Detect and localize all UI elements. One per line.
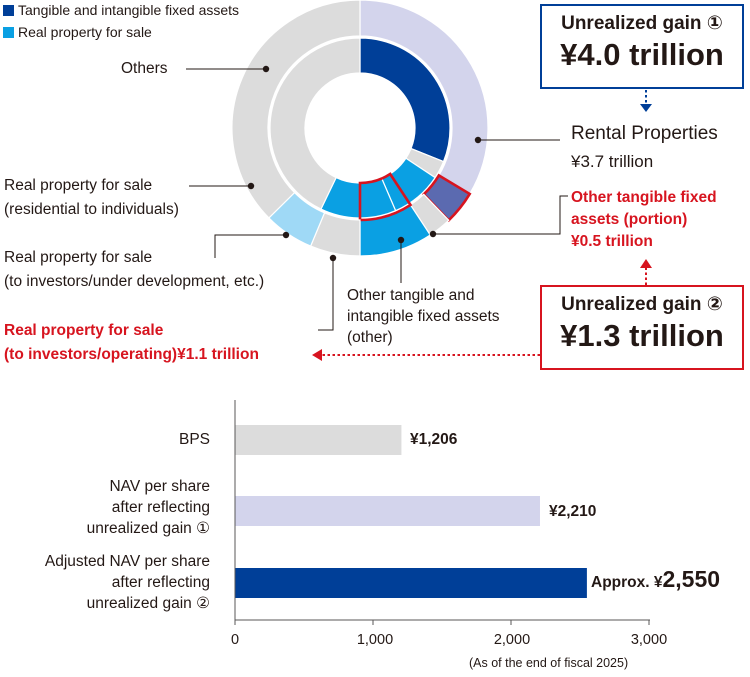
leader-lines	[186, 65, 568, 331]
arrow-gain1	[640, 90, 652, 112]
legend-swatch-light-blue	[3, 27, 14, 38]
label-others: Others	[121, 60, 168, 77]
gain2-value: ¥1.3 trillion	[560, 318, 724, 353]
bar-value-prefix: Approx. ¥	[591, 574, 663, 591]
bar-2	[235, 568, 587, 598]
legend-label: Real property for sale	[18, 24, 152, 40]
label-other-tia-l3: (other)	[347, 329, 393, 346]
leader-dot-other-tangible	[429, 230, 437, 238]
bar-category-line: NAV per share	[109, 478, 210, 495]
bar-category-line: after reflecting	[111, 574, 210, 591]
label-rps-resid-l2: (residential to individuals)	[4, 201, 179, 218]
bar-0	[235, 425, 402, 455]
bar-1	[235, 496, 540, 526]
as-of-note: (As of the end of fiscal 2025)	[469, 656, 629, 670]
bar-category-line: Adjusted NAV per share	[44, 553, 210, 570]
bar-value-nav: ¥2,210	[549, 503, 597, 520]
x-tick-label: 1,000	[356, 632, 394, 648]
x-tick-label: 0	[230, 632, 240, 648]
label-rental-value: ¥3.7 trillion	[571, 152, 654, 171]
label-rental-title: Rental Properties	[571, 123, 718, 144]
bar-value-bps: ¥1,206	[410, 431, 458, 448]
legend-swatch-dark-blue	[3, 5, 14, 16]
bar-category-line: BPS	[178, 431, 210, 448]
donut-slice-inner-4	[269, 37, 361, 210]
donut-slice-outer-6	[231, 0, 361, 219]
legend-label: Tangible and intangible fixed assets	[18, 2, 240, 18]
bar-category-line: unrealized gain ①	[86, 520, 210, 537]
gain1-title: Unrealized gain ①	[561, 13, 723, 34]
leader-other-tangible	[433, 195, 568, 235]
label-rps-inv-l2: (to investors/under development, etc.)	[4, 273, 265, 290]
bar-chart	[234, 400, 650, 625]
legend-item-real-property: Real property for sale	[3, 24, 152, 40]
gain1-value: ¥4.0 trillion	[560, 37, 724, 72]
leader-dot-rps-inv	[282, 231, 290, 239]
x-tick-label: 2,000	[493, 632, 531, 648]
arrow-gain2-left	[312, 349, 540, 361]
highlight-outline-3	[358, 172, 413, 222]
gain2-title: Unrealized gain ②	[561, 294, 723, 315]
label-rps-resid-l1: Real property for sale	[4, 177, 153, 194]
donut-chart	[231, 0, 489, 257]
label-other-tangible-l1: Other tangible fixed	[571, 189, 717, 206]
label-rps-inv-l1: Real property for sale	[4, 249, 153, 266]
leader-dot-rps-oper	[329, 254, 337, 262]
label-other-tia-l2: intangible fixed assets	[347, 308, 500, 325]
leader-dot-other-tia	[397, 236, 405, 244]
gain1-box: Unrealized gain ① ¥4.0 trillion	[540, 4, 744, 89]
bar-category-line: after reflecting	[111, 499, 210, 516]
bar-category-adjusted-nav: Adjusted NAV per share after reflecting …	[45, 551, 210, 614]
gain2-box: Unrealized gain ② ¥1.3 trillion	[540, 285, 744, 370]
arrow-gain2-up	[640, 259, 652, 285]
donut-slice-inner-0	[359, 37, 451, 163]
label-other-tangible-l2: assets (portion)	[571, 211, 688, 228]
bar-category-nav: NAV per share after reflecting unrealize…	[87, 476, 210, 539]
label-rps-oper-l1: Real property for sale	[4, 322, 164, 339]
leader-dot-rental	[474, 136, 482, 144]
bar-category-bps: BPS	[179, 429, 210, 450]
bar-value-adjusted-nav: Approx. ¥2,550	[591, 566, 720, 593]
label-other-tangible-value: ¥0.5 trillion	[571, 233, 653, 250]
leader-rps-oper	[318, 258, 334, 331]
label-rps-oper-l2: (to investors/operating)¥1.1 trillion	[4, 346, 259, 363]
leader-dot-rps-resid	[247, 182, 255, 190]
label-other-tia-l1: Other tangible and	[347, 287, 475, 304]
bar-value-number: 2,550	[662, 566, 721, 592]
legend-item-fixed-assets: Tangible and intangible fixed assets	[3, 2, 239, 18]
x-tick-label: 3,000	[630, 632, 668, 648]
leader-rps-inv	[214, 234, 286, 258]
bar-category-line: unrealized gain ②	[86, 595, 210, 612]
leader-dot-others	[262, 65, 270, 73]
